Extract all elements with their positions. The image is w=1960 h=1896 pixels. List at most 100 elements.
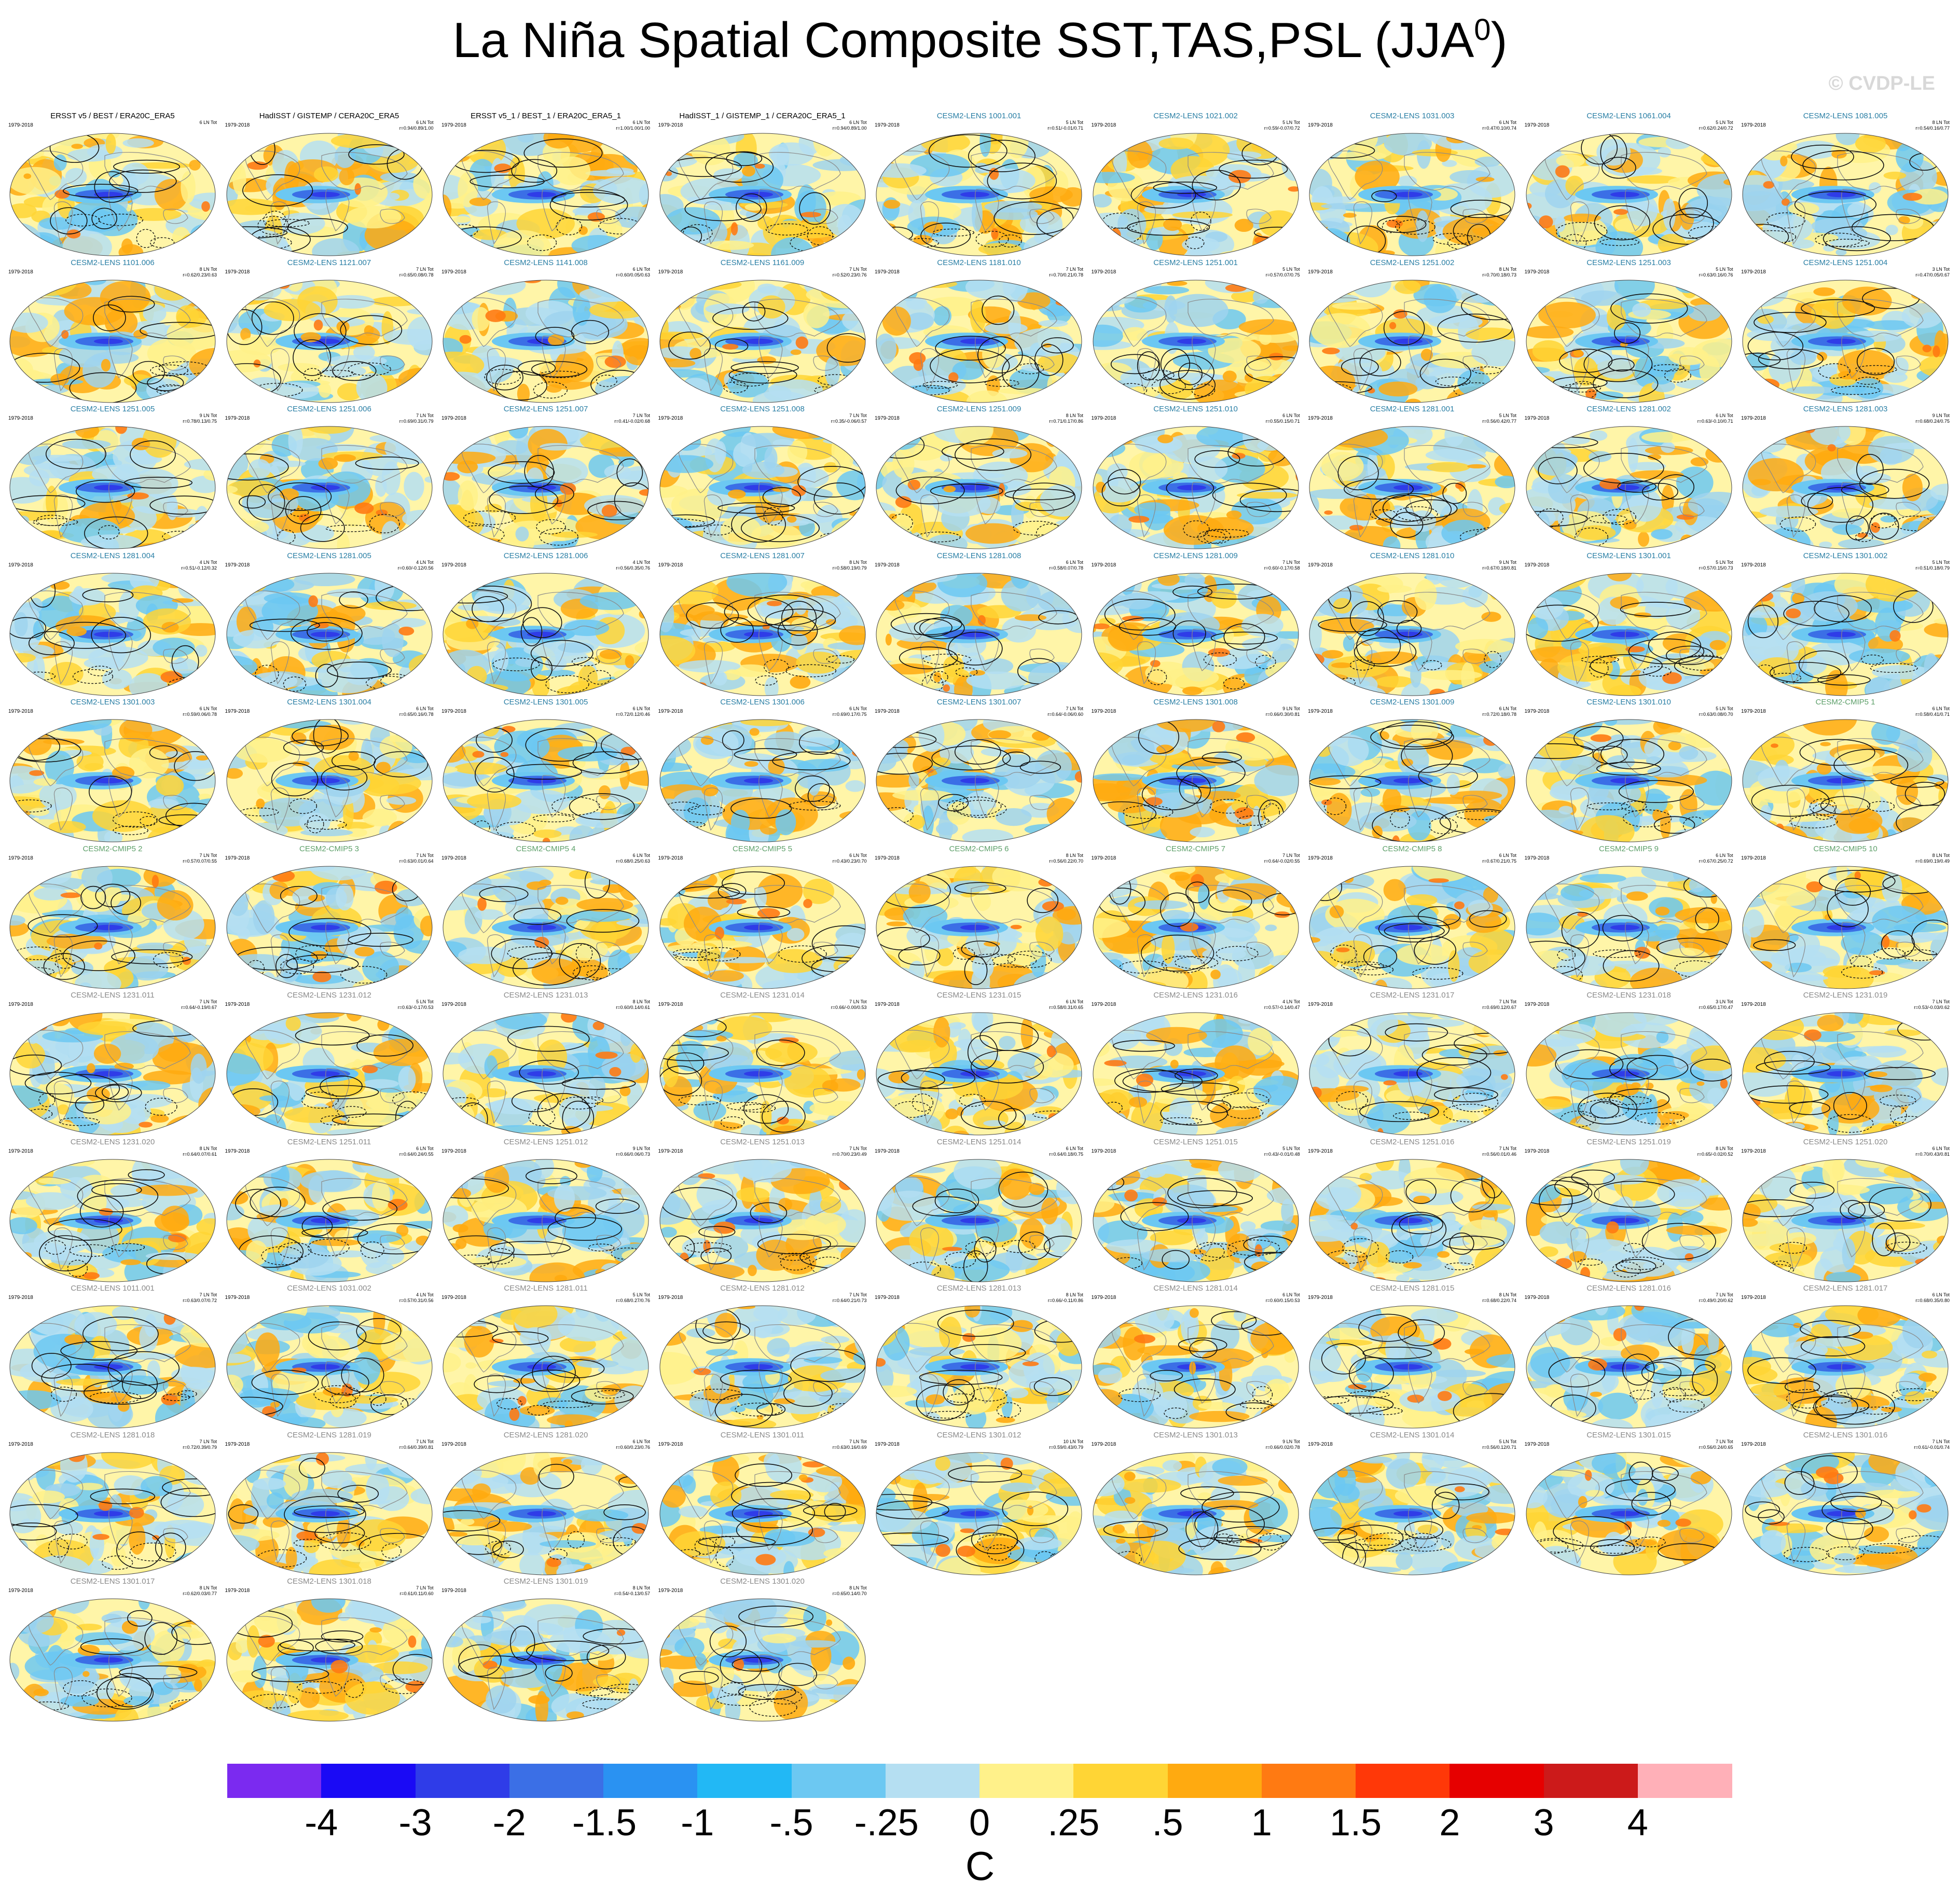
map-panel: CESM2-LENS 1251.001 1979-2018 5 LN Tot r=0.…	[1089, 258, 1302, 405]
global-map	[1526, 133, 1732, 256]
global-map	[1309, 866, 1515, 989]
panel-title: CESM2-LENS 1301.006	[720, 698, 805, 707]
global-map	[659, 1305, 865, 1429]
panel-event-count: 7 LN Tot	[849, 1145, 867, 1151]
colorbar-swatch	[979, 1764, 1074, 1798]
panel-years: 1979-2018	[875, 1295, 900, 1300]
panel-years: 1979-2018	[225, 562, 250, 568]
panel-correlation: r=0.65/0.16/0.78	[399, 712, 434, 717]
panel-years: 1979-2018	[1741, 1295, 1766, 1300]
map-panel: CESM2-LENS 1281.004 1979-2018 4 LN Tot r=0.…	[6, 551, 219, 698]
panel-years: 1979-2018	[658, 416, 683, 421]
panel-event-count: 5 LN Tot	[1282, 266, 1300, 272]
panel-years: 1979-2018	[875, 122, 900, 128]
panel-event-count: 5 LN Tot	[1716, 120, 1733, 125]
panel-correlation: r=0.54/0.16/0.77	[1915, 126, 1950, 131]
panel-years: 1979-2018	[1524, 1441, 1550, 1447]
colorbar-swatch	[1543, 1764, 1638, 1798]
panel-title: ERSST v5_1 / BEST_1 / ERA20C_ERA5_1	[471, 112, 621, 120]
map-panel: CESM2-CMIP5 9 1979-2018 6 LN Tot r=0.67/0.2…	[1523, 845, 1735, 991]
panel-correlation: r=0.66/-0.00/0.53	[831, 1005, 867, 1010]
global-map	[9, 719, 216, 842]
map-panel: CESM2-LENS 1251.015 1979-2018 5 LN Tot r=0.…	[1089, 1138, 1302, 1284]
panel-event-count: 6 LN Tot	[416, 120, 434, 125]
map-panel: CESM2-LENS 1231.018 1979-2018 3 LN Tot r=0.…	[1523, 991, 1735, 1137]
panel-title: CESM2-LENS 1251.012	[503, 1137, 588, 1146]
map-panel: CESM2-LENS 1251.019 1979-2018 8 LN Tot r=0.…	[1523, 1138, 1735, 1284]
panel-event-count: 6 LN Tot	[1282, 413, 1300, 418]
map-panel: ERSST v5 / BEST / ERA20C_ERA5 1979-2018 6 …	[6, 112, 219, 258]
panel-title: CESM2-CMIP5 6	[949, 844, 1009, 853]
panel-years: 1979-2018	[1091, 1295, 1116, 1300]
global-map	[9, 1012, 216, 1136]
panel-title: CESM2-LENS 1121.007	[287, 258, 371, 267]
panel-event-count: 7 LN Tot	[1716, 1292, 1733, 1297]
panel-title: CESM2-LENS 1301.018	[287, 1577, 371, 1586]
panel-years: 1979-2018	[441, 269, 466, 275]
panel-event-count: 5 LN Tot	[416, 999, 434, 1004]
map-panel: CESM2-LENS 1281.005 1979-2018 4 LN Tot r=0.…	[223, 551, 436, 698]
panel-correlation: r=0.56/0.42/0.77	[1482, 419, 1516, 424]
panel-years: 1979-2018	[1091, 1148, 1116, 1154]
global-map	[1309, 1452, 1515, 1575]
panel-years: 1979-2018	[1524, 1148, 1550, 1154]
panel-correlation: r=0.68/0.24/0.75	[1915, 419, 1950, 424]
panel-years: 1979-2018	[441, 416, 466, 421]
panel-years: 1979-2018	[875, 1148, 900, 1154]
global-map	[9, 866, 216, 989]
panel-title: CESM2-LENS 1251.006	[287, 405, 371, 413]
map-panel: CESM2-LENS 1301.009 1979-2018 6 LN Tot r=0.…	[1306, 698, 1519, 844]
panel-years: 1979-2018	[875, 1002, 900, 1007]
panel-title: CESM2-LENS 1251.001	[1153, 258, 1238, 267]
map-panel: CESM2-LENS 1251.004 1979-2018 3 LN Tot r=0.…	[1739, 258, 1952, 405]
panel-event-count: 8 LN Tot	[1066, 413, 1083, 418]
panel-title: CESM2-LENS 1231.018	[1586, 991, 1671, 1000]
panel-years: 1979-2018	[225, 1002, 250, 1007]
panel-event-count: 8 LN Tot	[632, 1585, 650, 1590]
map-panel: CESM2-LENS 1301.013 1979-2018 9 LN Tot r=0.…	[1089, 1431, 1302, 1577]
colorbar-swatch	[885, 1764, 980, 1798]
panel-title: HadISST_1 / GISTEMP_1 / CERA20C_ERA5_1	[679, 112, 846, 120]
panel-event-count: 6 LN Tot	[1499, 120, 1516, 125]
map-panel: CESM2-LENS 1301.019 1979-2018 8 LN Tot r=0.…	[439, 1577, 652, 1723]
panel-title: CESM2-LENS 1101.006	[71, 258, 155, 267]
panel-title: CESM2-LENS 1231.011	[71, 991, 155, 1000]
panel-event-count: 6 LN Tot	[1932, 1145, 1950, 1151]
panel-years: 1979-2018	[658, 122, 683, 128]
global-map	[1742, 1159, 1949, 1282]
map-panel: CESM2-LENS 1281.012 1979-2018 7 LN Tot r=0.…	[656, 1284, 869, 1430]
global-map	[1093, 719, 1299, 842]
panel-event-count: 7 LN Tot	[632, 413, 650, 418]
panel-title: CESM2-LENS 1301.008	[1153, 698, 1238, 707]
panel-event-count: 7 LN Tot	[1499, 999, 1516, 1004]
panel-title: CESM2-LENS 1011.001	[71, 1284, 155, 1293]
global-map	[1526, 866, 1732, 989]
panel-event-count: 8 LN Tot	[1499, 266, 1516, 272]
panel-years: 1979-2018	[225, 1148, 250, 1154]
global-map	[9, 1598, 216, 1722]
panel-correlation: r=0.64/-0.06/0.60	[1047, 712, 1083, 717]
panel-title: CESM2-LENS 1281.016	[1586, 1284, 1671, 1293]
panel-event-count: 4 LN Tot	[632, 559, 650, 565]
panel-years: 1979-2018	[441, 1588, 466, 1594]
panel-title: CESM2-LENS 1281.002	[1586, 405, 1671, 413]
map-panel: CESM2-LENS 1281.014 1979-2018 6 LN Tot r=0.…	[1089, 1284, 1302, 1430]
map-panel: CESM2-LENS 1231.013 1979-2018 8 LN Tot r=0.…	[439, 991, 652, 1137]
colorbar-swatch	[509, 1764, 604, 1798]
map-panel: ERSST v5_1 / BEST_1 / ERA20C_ERA5_1 1979-…	[439, 112, 652, 258]
colorbar-swatch	[603, 1764, 698, 1798]
map-panel: CESM2-LENS 1231.020 1979-2018 8 LN Tot r=0.…	[6, 1138, 219, 1284]
panel-event-count: 4 LN Tot	[416, 559, 434, 565]
panel-event-count: 8 LN Tot	[1932, 852, 1950, 858]
panel-event-count: 6 LN Tot	[199, 706, 217, 711]
panel-title: CESM2-CMIP5 5	[732, 844, 793, 853]
global-map	[226, 573, 432, 696]
watermark: © CVDP-LE	[1828, 73, 1935, 94]
panel-years: 1979-2018	[658, 1588, 683, 1594]
panel-correlation: r=0.61/-0.01/0.74	[1914, 1444, 1950, 1450]
panel-years: 1979-2018	[1308, 1441, 1333, 1447]
panel-years: 1979-2018	[1741, 1002, 1766, 1007]
panel-correlation: r=0.56/0.22/0.70	[1049, 858, 1083, 864]
panel-correlation: r=0.56/0.24/0.65	[1699, 1444, 1733, 1450]
panel-title: CESM2-LENS 1281.009	[1153, 551, 1238, 560]
